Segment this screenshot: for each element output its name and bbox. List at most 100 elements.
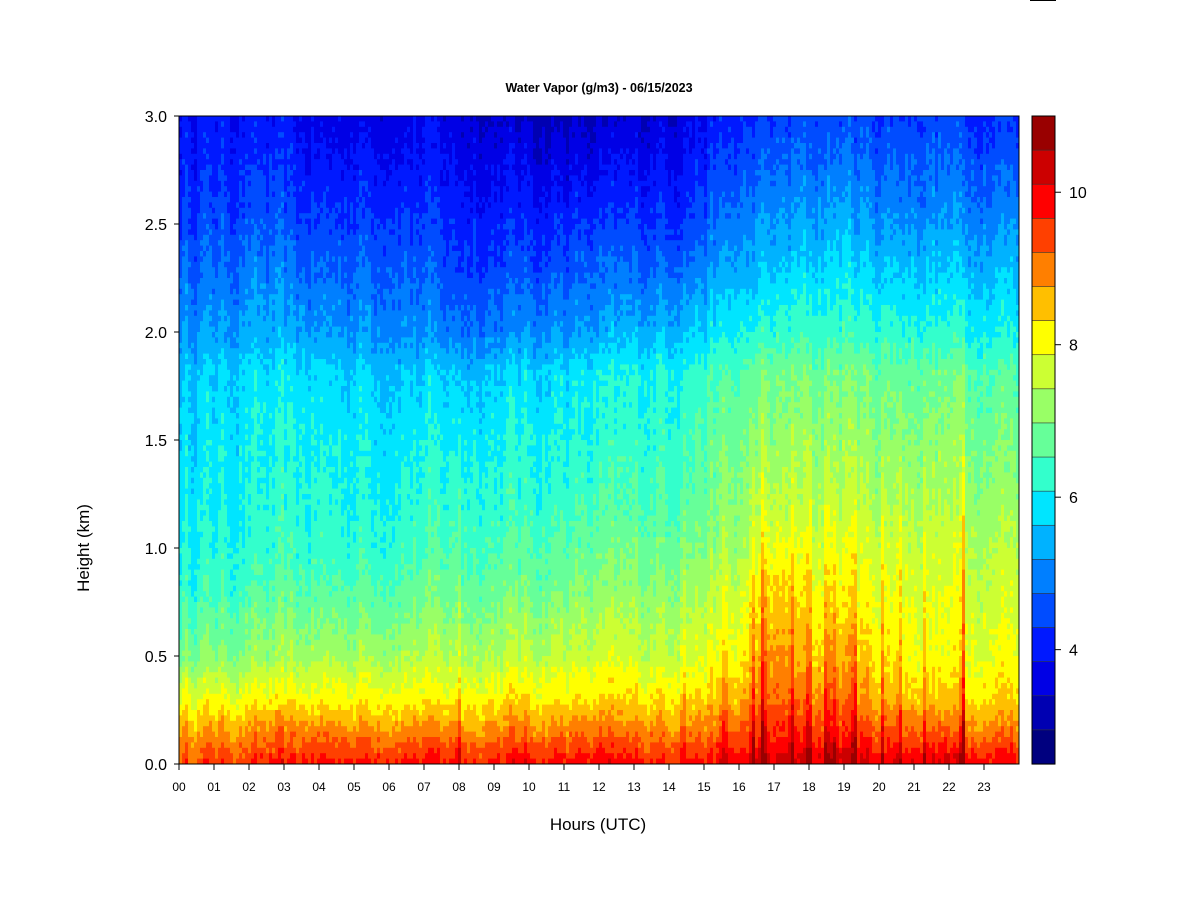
heatmap-cell: [557, 234, 561, 246]
heatmap-cell: [227, 261, 231, 279]
heatmap-cell: [212, 116, 216, 198]
heatmap-cell: [308, 596, 312, 608]
heatmap-cell: [464, 731, 468, 743]
heatmap-cell: [542, 191, 546, 198]
heatmap-cell: [224, 542, 228, 597]
heatmap-cell: [212, 294, 216, 327]
heatmap-cell: [533, 737, 537, 743]
heatmap-cell: [344, 618, 348, 635]
heatmap-cell: [371, 391, 375, 398]
heatmap-cell: [191, 467, 195, 473]
heatmap-cell: [455, 375, 459, 381]
heatmap-cell: [578, 321, 582, 327]
heatmap-cell: [464, 461, 468, 468]
heatmap-cell: [314, 456, 318, 462]
heatmap-cell: [596, 429, 600, 446]
heatmap-cell: [326, 683, 330, 689]
heatmap-cell: [542, 526, 546, 538]
heatmap-cell: [221, 148, 225, 155]
heatmap-cell: [281, 229, 285, 236]
heatmap-cell: [362, 650, 366, 657]
heatmap-cell: [548, 445, 552, 452]
heatmap-cell: [371, 548, 375, 587]
heatmap-cell: [272, 629, 276, 641]
heatmap-cell: [293, 548, 297, 554]
heatmap-cell: [326, 207, 330, 214]
heatmap-cell: [317, 504, 321, 587]
heatmap-cell: [197, 332, 201, 371]
heatmap-cell: [500, 494, 504, 506]
heatmap-cell: [509, 693, 513, 700]
heatmap-cell: [344, 585, 348, 619]
heatmap-cell: [287, 742, 291, 759]
heatmap-cell: [380, 634, 384, 668]
heatmap-cell: [575, 607, 579, 635]
heatmap-cell: [497, 526, 501, 538]
heatmap-cell: [509, 494, 513, 500]
heatmap-cell: [587, 407, 591, 446]
heatmap-cell: [335, 283, 339, 327]
heatmap-cell: [458, 656, 462, 668]
heatmap-cell: [464, 321, 468, 327]
heatmap-cell: [308, 494, 312, 500]
heatmap-cell: [248, 321, 252, 327]
heatmap-cell: [209, 321, 213, 327]
heatmap-cell: [389, 704, 393, 711]
heatmap-column: [470, 116, 474, 765]
heatmap-cell: [494, 116, 498, 133]
heatmap-cell: [539, 575, 543, 581]
heatmap-cell: [431, 283, 435, 333]
heatmap-cell: [317, 758, 321, 765]
heatmap-cell: [377, 294, 381, 327]
heatmap-cell: [272, 321, 276, 327]
heatmap-cell: [287, 197, 291, 236]
heatmap-cell: [227, 191, 231, 203]
heatmap-cell: [458, 272, 462, 311]
heatmap-cell: [587, 450, 591, 457]
heatmap-cell: [368, 688, 372, 711]
heatmap-cell: [473, 645, 477, 651]
heatmap-cell: [431, 332, 435, 338]
heatmap-cell: [485, 310, 489, 338]
heatmap-cell: [290, 240, 294, 284]
heatmap-cell: [341, 240, 345, 290]
heatmap-cell: [272, 191, 276, 198]
heatmap-cell: [506, 720, 510, 727]
heatmap-cell: [251, 569, 255, 581]
heatmap-cell: [545, 256, 549, 263]
heatmap-cell: [383, 288, 387, 300]
heatmap-cell: [188, 720, 192, 738]
heatmap-cell: [197, 677, 201, 700]
heatmap-cell: [539, 742, 543, 765]
heatmap-cell: [389, 639, 393, 662]
heatmap-cell: [206, 742, 210, 759]
heatmap-cell: [440, 742, 444, 765]
heatmap-cell: [188, 202, 192, 209]
heatmap-cell: [221, 413, 225, 425]
heatmap-cell: [206, 413, 210, 430]
heatmap-cell: [206, 440, 210, 446]
heatmap-cell: [347, 596, 351, 608]
heatmap-cell: [524, 272, 528, 279]
heatmap-cell: [467, 580, 471, 608]
heatmap-cell: [224, 175, 228, 182]
heatmap-cell: [269, 353, 273, 360]
heatmap-cell: [314, 602, 318, 630]
heatmap-cell: [356, 440, 360, 457]
heatmap-cell: [548, 116, 552, 149]
heatmap-cell: [542, 234, 546, 246]
heatmap-cell: [464, 758, 468, 765]
heatmap-cell: [476, 499, 480, 560]
heatmap-cell: [557, 429, 561, 446]
heatmap-cell: [518, 143, 522, 192]
heatmap-cell: [446, 170, 450, 187]
heatmap-cell: [482, 553, 486, 570]
heatmap-cell: [443, 693, 447, 705]
heatmap-cell: [536, 272, 540, 279]
heatmap-cell: [320, 607, 324, 619]
heatmap-cell: [221, 234, 225, 300]
heatmap-cell: [410, 499, 414, 506]
heatmap-cell: [575, 116, 579, 155]
heatmap-cell: [329, 434, 333, 446]
heatmap-cell: [203, 116, 207, 133]
